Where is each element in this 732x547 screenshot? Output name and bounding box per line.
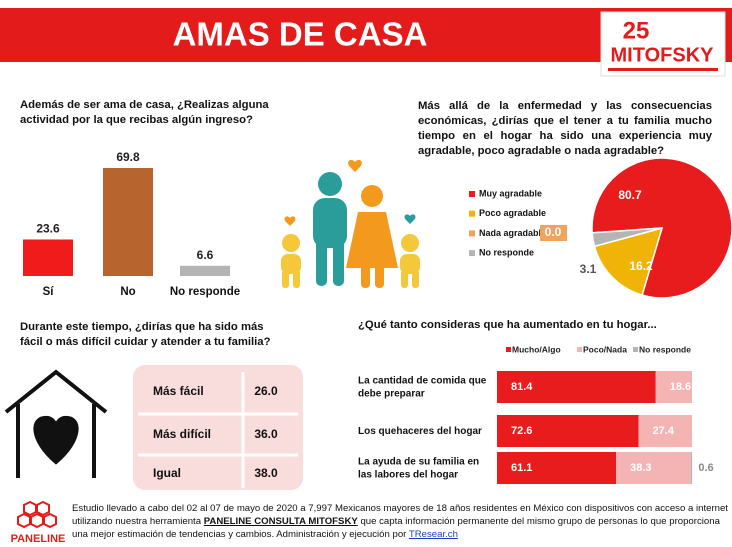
- footer-link[interactable]: TResear.ch: [408, 529, 458, 540]
- category-label: La ayuda de su familia en las labores del…: [358, 456, 479, 480]
- pie-slice: [593, 226, 664, 297]
- bar-segment: [497, 452, 617, 484]
- logo-name: MITOFSKY: [611, 44, 715, 66]
- bar: [180, 265, 230, 276]
- value-label: 69.8: [116, 150, 140, 164]
- value-label: 38.3: [630, 462, 651, 474]
- category-label: La cantidad de comida que debe preparar: [358, 375, 487, 399]
- category-label: Los quehaceres del hogar: [358, 426, 482, 437]
- legend-swatch: [469, 210, 475, 217]
- pie-question: Más allá de la enfermedad y las consecue…: [418, 100, 712, 157]
- bar: [103, 168, 153, 276]
- footer-tool-name: PANELINE CONSULTA MITOFSKY: [203, 516, 358, 527]
- bar-segment: [616, 452, 691, 484]
- bar-segment: [497, 371, 656, 403]
- legend-swatch: [577, 347, 582, 352]
- category-label: No responde: [170, 286, 240, 298]
- bar: [23, 239, 73, 276]
- category-label: No: [120, 286, 135, 298]
- footer-text-part: Estudio llevado a cabo del 02 al 07 de m…: [72, 503, 728, 527]
- paneline-logo-icon: [17, 500, 57, 529]
- legend-label: Mucho/Algo: [512, 344, 561, 354]
- table-question: Durante este tiempo, ¿dirías que ha sido…: [20, 321, 271, 348]
- value-label: 72.6: [511, 425, 532, 437]
- family-illustration: [281, 159, 420, 288]
- value-label: 27.4: [653, 425, 675, 437]
- value-label: 81.4: [511, 381, 533, 393]
- table-label: Más fácil: [153, 384, 204, 398]
- table-label: Más difícil: [153, 427, 211, 441]
- logo-rule: [608, 68, 718, 71]
- legend-label: Nada agradable: [479, 228, 546, 238]
- table-value: 36.0: [254, 427, 278, 441]
- legend-label: No responde: [479, 247, 534, 257]
- footer-logo: PANELINE: [11, 533, 66, 545]
- value-label: 0.6: [698, 462, 713, 474]
- value-label: 16.2: [629, 259, 653, 273]
- legend-swatch: [633, 347, 638, 352]
- value-label: 18.6: [670, 381, 691, 393]
- logo-number: 25: [623, 17, 650, 44]
- value-label: 61.1: [511, 462, 532, 474]
- value-label: 80.7: [618, 188, 642, 202]
- legend-swatch: [469, 250, 475, 257]
- category-label: Sí: [43, 286, 55, 298]
- bar-segment: [655, 371, 692, 403]
- pie-slice: [591, 227, 663, 248]
- value-label: 3.1: [580, 262, 597, 276]
- footer-text-part: que capta información permanente del mis…: [72, 516, 720, 540]
- value-label: 23.6: [36, 222, 60, 236]
- legend-swatch: [506, 347, 511, 352]
- legend-label: No responde: [639, 344, 691, 354]
- legend-swatch: [469, 191, 475, 197]
- table-box: [133, 365, 303, 490]
- value-label: 0.0: [545, 225, 562, 239]
- value-label: 6.6: [197, 248, 214, 262]
- bar-segment: [690, 452, 692, 484]
- value-label-box: [540, 225, 567, 241]
- table-label: Igual: [153, 466, 181, 480]
- bar-segment: [497, 415, 639, 447]
- footer-text: Estudio llevado a cabo del 02 al 07 de m…: [72, 502, 728, 541]
- logo-box: [600, 11, 726, 77]
- legend-label: Poco agradable: [479, 208, 546, 218]
- table-value: 26.0: [254, 384, 278, 398]
- table-value: 38.0: [254, 466, 278, 480]
- bar-segment: [638, 415, 692, 447]
- page-title: AMAS DE CASA: [173, 16, 428, 53]
- legend-swatch: [469, 230, 475, 237]
- stacked-question: ¿Qué tanto consideras que ha aumentado e…: [358, 319, 657, 331]
- legend-label: Poco/Nada: [583, 344, 627, 354]
- legend-label: Muy agradable: [479, 188, 542, 198]
- bar-question: Además de ser ama de casa, ¿Realizas alg…: [20, 99, 269, 126]
- house-icon: [4, 369, 108, 478]
